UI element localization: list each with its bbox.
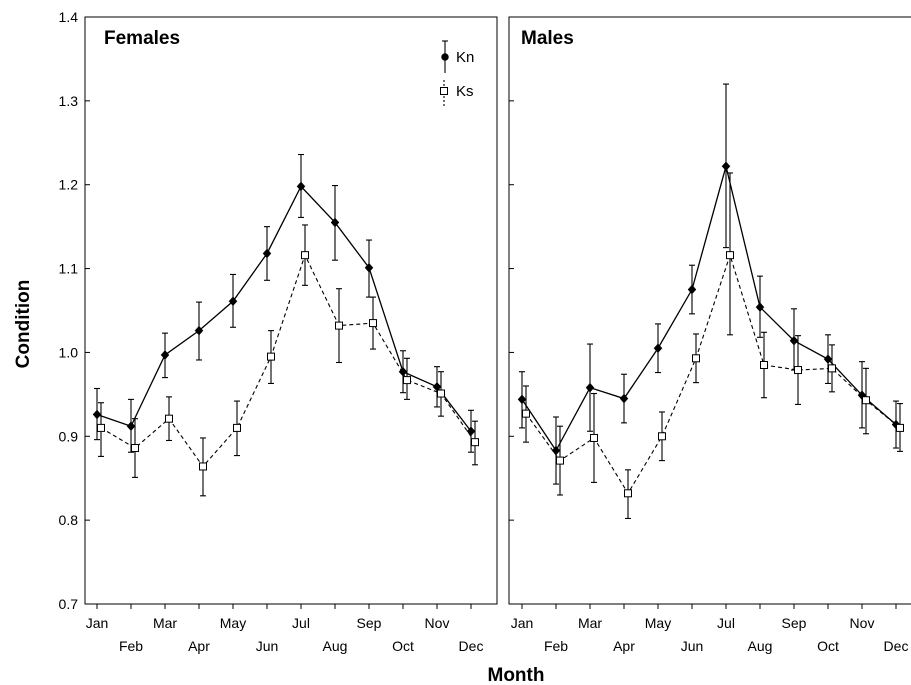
males-ks-point	[726, 251, 734, 260]
females-ks-point	[369, 319, 377, 328]
females-ks-point	[131, 444, 139, 453]
males-kn-point	[789, 335, 799, 346]
males-ks-point	[862, 396, 870, 405]
males-x-tick-label: Oct	[817, 638, 839, 654]
y-tick-label: 0.7	[59, 596, 79, 612]
males-kn-point	[653, 343, 663, 354]
legend: Kn Ks	[440, 40, 474, 108]
females-x-tick-label: Oct	[392, 638, 414, 654]
plot-layer: 0.7 0.8 0.9 1.0 1.1 1.2 1.3 1.4 Jan Feb Mar Apr May J…	[59, 9, 909, 654]
females-kn-point	[398, 366, 408, 377]
males-kn-point	[755, 302, 765, 313]
males-kn-point	[823, 354, 833, 365]
legend-ks-label: Ks	[456, 83, 474, 100]
females-panel-title: Females	[104, 28, 180, 49]
females-kn-point	[330, 217, 340, 228]
females-panel-frame	[84, 16, 498, 605]
females-x-tick-label: Aug	[323, 638, 348, 654]
females-x-tick-label: Feb	[119, 638, 143, 654]
males-x-tick-label: Apr	[613, 638, 635, 654]
y-tick-label: 1.0	[59, 344, 79, 360]
males-ks-point	[624, 489, 632, 498]
y-tick-label: 1.4	[59, 9, 79, 25]
y-tick-label: 1.2	[59, 177, 79, 193]
males-x-tick-label: May	[645, 615, 671, 631]
males-ks-point	[556, 456, 564, 465]
females-x-tick-label: Jun	[256, 638, 279, 654]
females-x-tick-label: Dec	[459, 638, 484, 654]
y-tick-label: 0.8	[59, 512, 79, 528]
x-axis-title: Month	[488, 665, 545, 685]
males-ks-point	[590, 433, 598, 442]
females-ks-point	[403, 376, 411, 385]
females-x-tick-label: Sep	[357, 615, 382, 631]
females-x-tick-label: Jul	[292, 615, 310, 631]
males-ks-point	[828, 364, 836, 373]
males-x-tick-label: Aug	[748, 638, 773, 654]
males-ks-point	[658, 432, 666, 441]
females-ks-point	[97, 423, 105, 432]
females-kn-point	[228, 296, 238, 307]
y-tick-label: 1.1	[59, 261, 79, 277]
females-x-tick-label: Nov	[425, 615, 450, 631]
females-ks-point	[233, 423, 241, 432]
y-axis-title: Condition	[13, 280, 34, 369]
females-ks-point	[335, 321, 343, 330]
females-ks-point	[471, 438, 479, 447]
legend-kn-marker	[441, 53, 449, 61]
males-x-tick-label: Nov	[850, 615, 875, 631]
y-tick-label: 0.9	[59, 428, 79, 444]
males-kn-line	[521, 163, 897, 452]
females-kn-point	[296, 181, 306, 192]
females-ks-line	[100, 253, 476, 468]
females-kn-point	[92, 409, 102, 420]
males-x-tick-label: Mar	[578, 615, 602, 631]
females-kn-point	[364, 262, 374, 273]
females-kn-point	[194, 325, 204, 336]
females-kn-point	[126, 421, 136, 432]
females-kn-point	[160, 350, 170, 360]
males-kn-point	[619, 393, 629, 404]
males-panel-title: Males	[521, 28, 574, 49]
males-ks-point	[692, 354, 700, 363]
males-kn-point	[517, 394, 527, 405]
females-kn-line	[96, 185, 472, 432]
females-ks-point	[437, 389, 445, 398]
males-ks-point	[794, 366, 802, 375]
males-ks-line	[525, 253, 901, 495]
males-kn-point	[721, 161, 731, 172]
males-x-tick-label: Jul	[717, 615, 735, 631]
females-x-tick-label: Apr	[188, 638, 210, 654]
females-ks-point	[165, 414, 173, 423]
males-ks-point	[760, 361, 768, 370]
males-x-tick-label: Feb	[544, 638, 568, 654]
females-ks-point	[267, 352, 275, 361]
legend-ks-marker	[440, 87, 448, 95]
males-kn-point	[687, 284, 697, 295]
females-x-tick-label: Jan	[86, 615, 109, 631]
females-x-tick-label: May	[220, 615, 246, 631]
females-ks-point	[199, 462, 207, 471]
y-tick-label: 1.3	[59, 93, 79, 109]
males-kn-point	[585, 382, 595, 393]
males-panel-frame	[508, 16, 911, 605]
males-x-tick-label: Sep	[782, 615, 807, 631]
females-kn-point	[262, 248, 272, 259]
males-x-tick-label: Jan	[511, 615, 534, 631]
males-x-tick-label: Jun	[681, 638, 704, 654]
males-ks-point	[522, 409, 530, 418]
males-ks-point	[896, 423, 904, 432]
females-ks-point	[301, 251, 309, 260]
legend-kn-label: Kn	[456, 49, 474, 66]
females-x-tick-label: Mar	[153, 615, 177, 631]
males-x-tick-label: Dec	[884, 638, 909, 654]
